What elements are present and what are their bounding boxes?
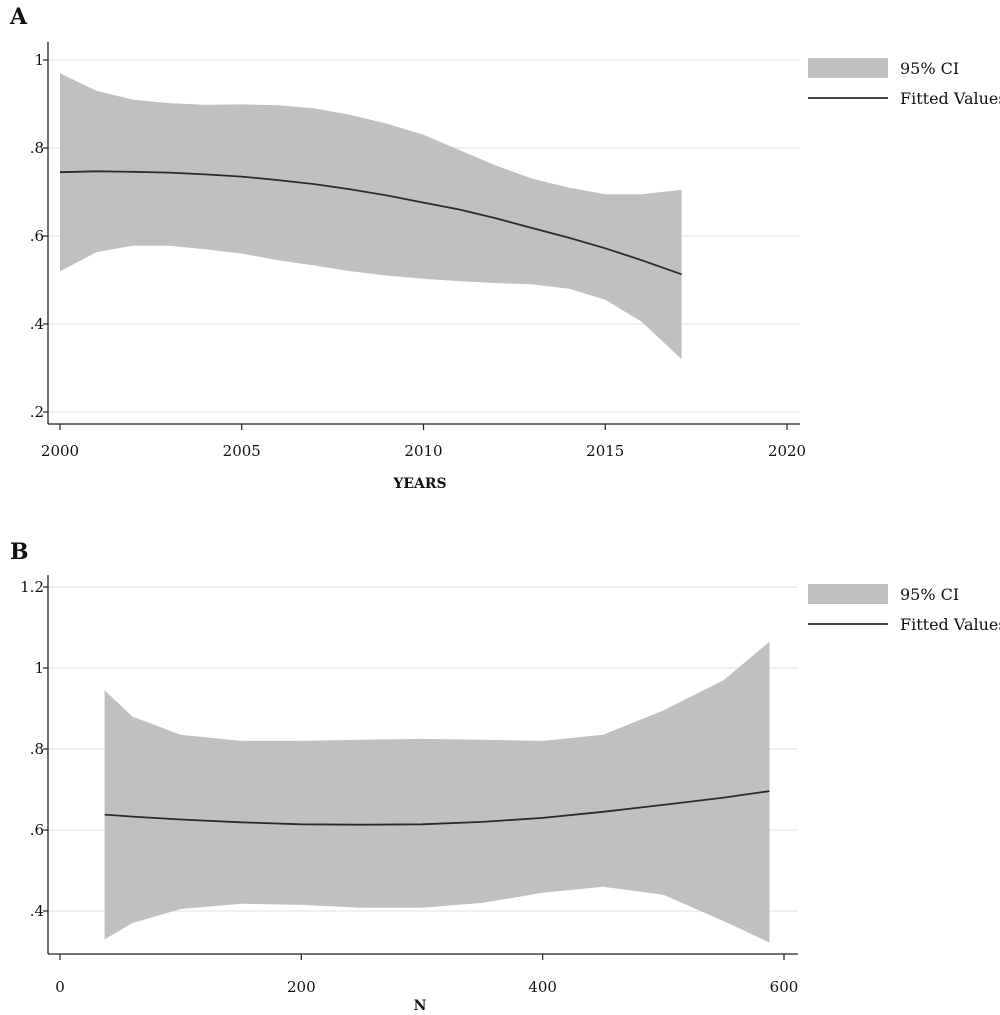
panel-b-xtick-label-0: 0 — [55, 978, 65, 996]
panel-a-ci-band — [60, 73, 682, 360]
panel-a-legend-ci-label: 95% CI — [900, 59, 959, 78]
panel-a-ytick-label-4: 1 — [34, 51, 44, 69]
panel-a-ytick-label-0: .2 — [30, 403, 44, 421]
panel-b-xtick-label-3: 600 — [770, 978, 799, 996]
panel-b-x-axis-title: N — [414, 998, 427, 1014]
panel-b-letter: B — [10, 539, 29, 565]
panel-a-x-axis-title: YEARS — [392, 476, 446, 492]
panel-b-ci-band — [104, 641, 770, 943]
panel-b-legend-ci-swatch — [808, 584, 888, 604]
panel-a-fitted-line — [59, 170, 682, 276]
panel-a-legend-ci-swatch — [808, 58, 888, 78]
panel-a-ytick-label-3: .8 — [30, 139, 44, 157]
panel-b-legend-line-label: Fitted Values — [900, 615, 1000, 634]
panel-b-ytick-label-4: 1.2 — [20, 578, 44, 596]
panel-b-ytick-label-0: .4 — [30, 902, 44, 920]
panel-a-xtick-label-1: 2005 — [223, 442, 261, 460]
panel-a-xtick-label-3: 2015 — [586, 442, 624, 460]
panel-b-ytick-label-2: .8 — [30, 740, 44, 758]
panel-a-legend-line-label: Fitted Values — [900, 89, 1000, 108]
panel-b-xtick-label-1: 200 — [287, 978, 316, 996]
panel-a-letter: A — [10, 4, 28, 30]
panel-b-ytick-label-3: 1 — [34, 659, 44, 677]
panel-b-fitted-line — [104, 790, 770, 826]
panel-a-xtick-label-4: 2020 — [768, 442, 806, 460]
panel-a-xtick-label-0: 2000 — [41, 442, 79, 460]
panel-b-legend-ci-label: 95% CI — [900, 585, 959, 604]
panel-b-ytick-label-1: .6 — [30, 821, 44, 839]
panel-a-ytick-label-1: .4 — [30, 315, 44, 333]
panel-b-xtick-label-2: 400 — [528, 978, 557, 996]
panel-a-xtick-label-2: 2010 — [404, 442, 442, 460]
panel-a-ytick-label-2: .6 — [30, 227, 44, 245]
